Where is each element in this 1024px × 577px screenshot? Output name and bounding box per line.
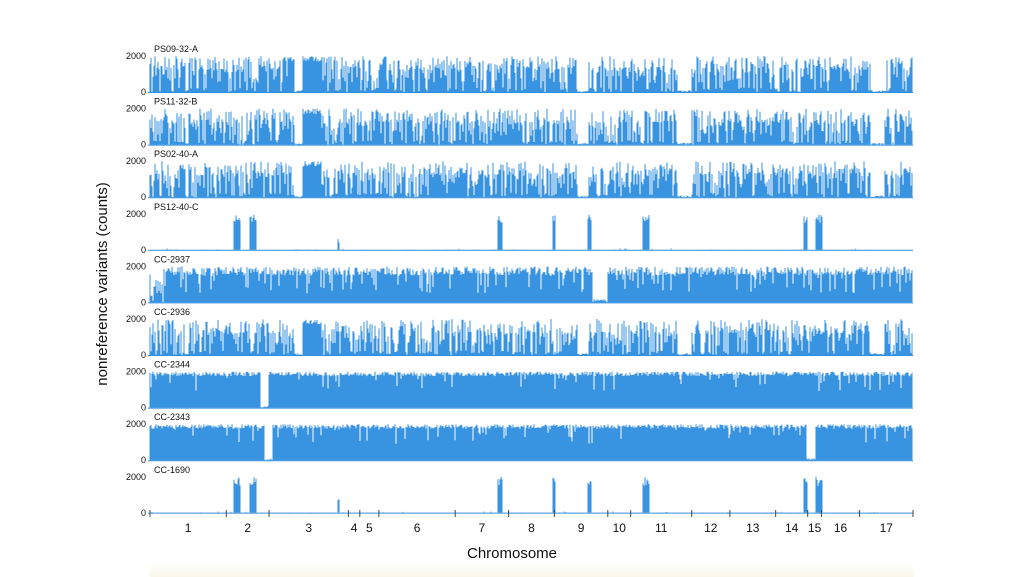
x-tick-label: 5 bbox=[366, 521, 373, 535]
y-tick-label: 0 bbox=[141, 87, 146, 97]
track-label: PS12-40-C bbox=[154, 202, 199, 212]
x-tick-label: 16 bbox=[834, 521, 848, 535]
x-tick-label: 1 bbox=[185, 521, 192, 535]
track-bars bbox=[149, 424, 913, 461]
x-tick-label: 12 bbox=[704, 521, 718, 535]
y-tick-label: 2000 bbox=[126, 314, 146, 324]
track-label: CC-2343 bbox=[154, 412, 190, 422]
x-tick-label: 9 bbox=[578, 521, 585, 535]
y-tick-label: 2000 bbox=[126, 209, 146, 219]
track-label: CC-2936 bbox=[154, 307, 190, 317]
track-bars bbox=[149, 108, 913, 145]
track-ps12-40-c: PS12-40-C 2000 0 bbox=[126, 202, 913, 255]
y-tick-label: 0 bbox=[141, 140, 146, 150]
y-tick-label: 0 bbox=[141, 192, 146, 202]
x-tick-label: 2 bbox=[244, 521, 251, 535]
y-tick-label: 0 bbox=[141, 350, 146, 360]
track-bars bbox=[149, 56, 913, 92]
x-tick-label: 10 bbox=[613, 521, 627, 535]
y-tick-label: 2000 bbox=[126, 156, 146, 166]
track-cc-2937: CC-2937 2000 0 bbox=[126, 254, 913, 307]
bottom-band bbox=[150, 563, 914, 577]
y-tick-label: 2000 bbox=[126, 419, 146, 429]
track-label: CC-2344 bbox=[154, 360, 190, 370]
track-cc-2936: CC-2936 2000 0 bbox=[126, 307, 913, 360]
track-bars bbox=[149, 371, 913, 408]
y-tick-label: 0 bbox=[141, 403, 146, 413]
track-label: CC-2937 bbox=[154, 254, 190, 264]
x-tick-label: 7 bbox=[479, 521, 486, 535]
x-tick-label: 17 bbox=[880, 521, 894, 535]
track-bars bbox=[149, 319, 913, 355]
tracks-layer: PS09-32-A 2000 0 PS11-32-B 2000 0 PS02-40-A 200… bbox=[126, 44, 913, 518]
x-axis: 1 2 3 4 5 6 7 8 9 10 11 12 13 14 15 16 17 bbox=[148, 510, 914, 535]
track-cc-1690: CC-1690 2000 0 bbox=[126, 465, 913, 518]
track-ps11-32-b: PS11-32-B 2000 0 bbox=[126, 97, 913, 150]
x-tick-label: 8 bbox=[528, 521, 535, 535]
x-tick-label: 6 bbox=[414, 521, 421, 535]
track-label: PS02-40-A bbox=[154, 149, 198, 159]
y-tick-label: 2000 bbox=[126, 367, 146, 377]
y-tick-label: 0 bbox=[141, 245, 146, 255]
track-ps02-40-a: PS02-40-A 2000 0 bbox=[126, 149, 913, 202]
y-tick-label: 2000 bbox=[126, 472, 146, 482]
x-tick-label: 11 bbox=[655, 521, 668, 535]
y-axis-label: nonreference variants (counts) bbox=[94, 182, 111, 385]
x-tick-label: 15 bbox=[808, 521, 822, 535]
track-label: CC-1690 bbox=[154, 465, 190, 475]
track-cc-2343: CC-2343 2000 0 bbox=[126, 412, 913, 465]
track-bars bbox=[149, 266, 913, 303]
x-axis-label: Chromosome bbox=[467, 545, 557, 562]
y-tick-label: 0 bbox=[141, 297, 146, 307]
track-label: PS09-32-A bbox=[154, 44, 198, 54]
y-tick-label: 0 bbox=[141, 455, 146, 465]
track-bars bbox=[149, 161, 913, 198]
track-bars bbox=[151, 476, 900, 513]
track-label: PS11-32-B bbox=[154, 97, 197, 107]
y-tick-label: 0 bbox=[141, 508, 146, 518]
track-bars bbox=[151, 214, 909, 250]
y-tick-label: 2000 bbox=[126, 104, 146, 114]
x-tick-label: 3 bbox=[305, 521, 312, 535]
x-tick-label: 13 bbox=[746, 521, 760, 535]
x-tick-label: 4 bbox=[351, 521, 358, 535]
y-tick-label: 2000 bbox=[126, 51, 146, 61]
y-tick-label: 2000 bbox=[126, 261, 146, 271]
track-cc-2344: CC-2344 2000 0 bbox=[126, 360, 913, 413]
track-ps09-32-a: PS09-32-A 2000 0 bbox=[126, 44, 913, 97]
x-tick-label: 14 bbox=[785, 521, 799, 535]
